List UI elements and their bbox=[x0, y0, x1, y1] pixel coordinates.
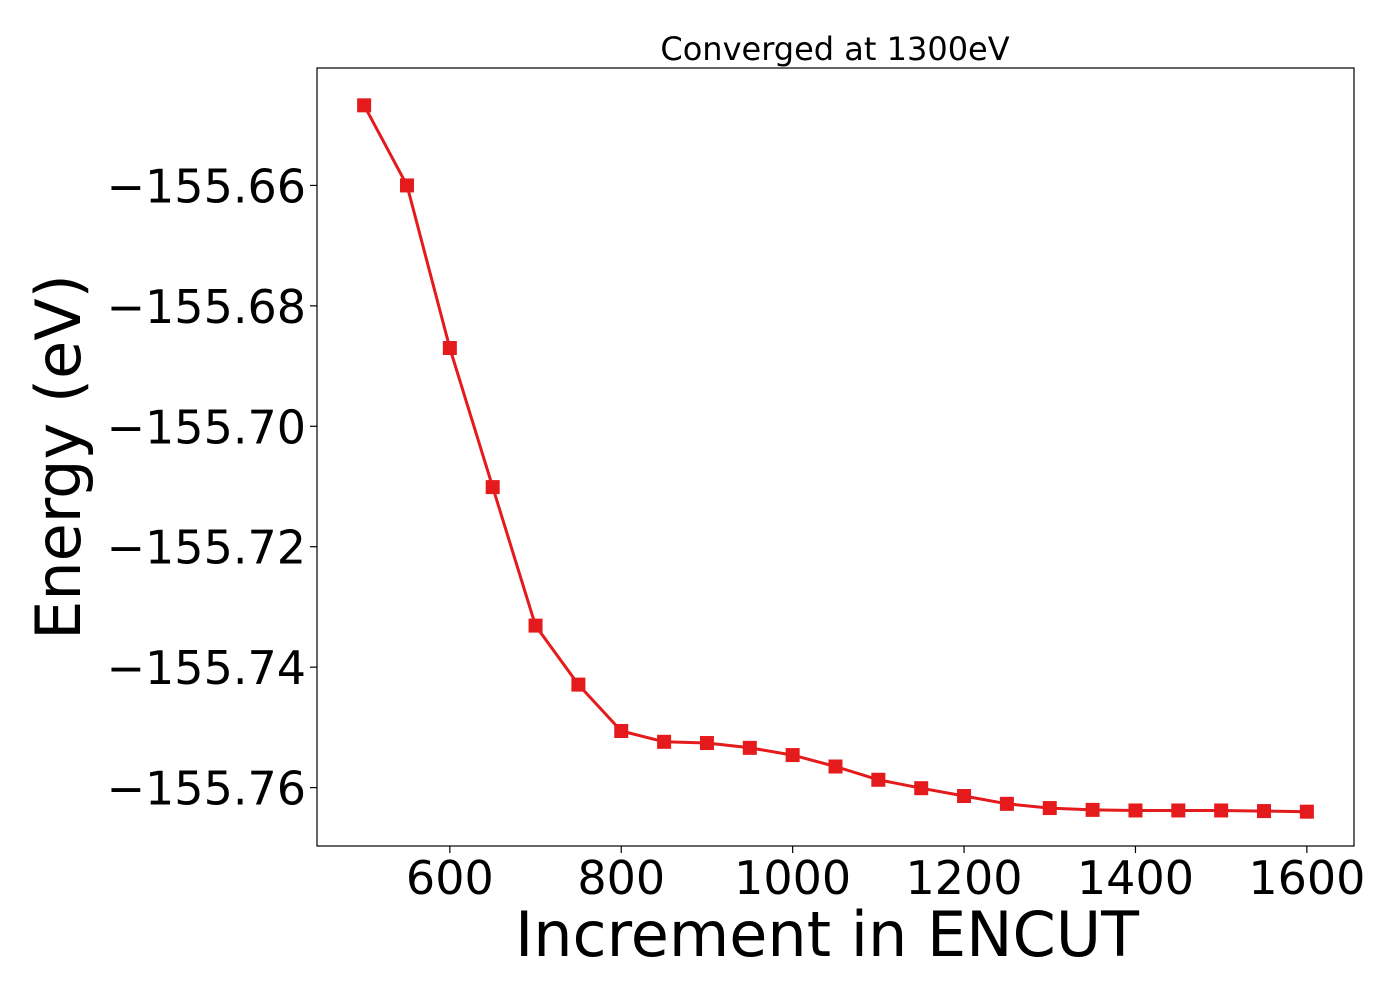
x-axis-label: Increment in ENCUT bbox=[515, 898, 1140, 971]
data-point-marker bbox=[828, 759, 843, 774]
data-point-marker bbox=[571, 677, 586, 692]
y-axis-label: Energy (eV) bbox=[22, 274, 95, 640]
x-tick-label: 600 bbox=[406, 851, 494, 905]
data-point-marker bbox=[1214, 803, 1229, 818]
y-tick-label: −155.74 bbox=[107, 641, 307, 695]
data-point-marker bbox=[785, 748, 800, 763]
data-point-marker bbox=[742, 740, 757, 755]
data-point-marker bbox=[999, 796, 1014, 811]
data-point-marker bbox=[699, 736, 714, 751]
y-tick-label: −155.76 bbox=[107, 762, 307, 816]
x-axis: 600 800 1000 1200 1400 1600 bbox=[406, 846, 1365, 905]
data-point-marker bbox=[485, 480, 500, 495]
data-point-marker bbox=[1128, 803, 1143, 818]
series-line bbox=[362, 104, 1307, 814]
data-point-marker bbox=[1042, 801, 1057, 816]
x-tick-label: 1200 bbox=[906, 851, 1023, 905]
y-tick-label: −155.72 bbox=[107, 521, 307, 575]
y-tick-label: −155.66 bbox=[107, 159, 307, 213]
data-point-marker bbox=[871, 772, 886, 787]
data-point-marker bbox=[399, 178, 414, 193]
data-point-marker bbox=[914, 781, 929, 796]
chart-title: Converged at 1300eV bbox=[660, 30, 1009, 68]
data-point-marker bbox=[1299, 804, 1314, 819]
data-point-marker bbox=[1171, 803, 1186, 818]
series-layer bbox=[357, 98, 1314, 819]
data-point-marker bbox=[1085, 802, 1100, 817]
x-tick-label: 800 bbox=[577, 851, 665, 905]
x-tick-label: 1000 bbox=[734, 851, 851, 905]
x-tick-label: 1400 bbox=[1077, 851, 1194, 905]
data-point-marker bbox=[657, 734, 672, 749]
data-point-marker bbox=[528, 618, 543, 633]
data-point-marker bbox=[957, 789, 972, 804]
data-point-marker bbox=[614, 723, 629, 738]
y-axis: −155.66 −155.68 −155.70 −155.72 −155.74 −155.… bbox=[107, 159, 317, 816]
plot-frame bbox=[316, 67, 1355, 847]
y-tick-label: −155.68 bbox=[107, 280, 307, 334]
data-point-marker bbox=[357, 98, 372, 113]
y-tick-label: −155.70 bbox=[107, 400, 307, 454]
data-point-marker bbox=[442, 341, 457, 356]
x-tick-label: 1600 bbox=[1248, 851, 1365, 905]
data-point-marker bbox=[1257, 804, 1272, 819]
